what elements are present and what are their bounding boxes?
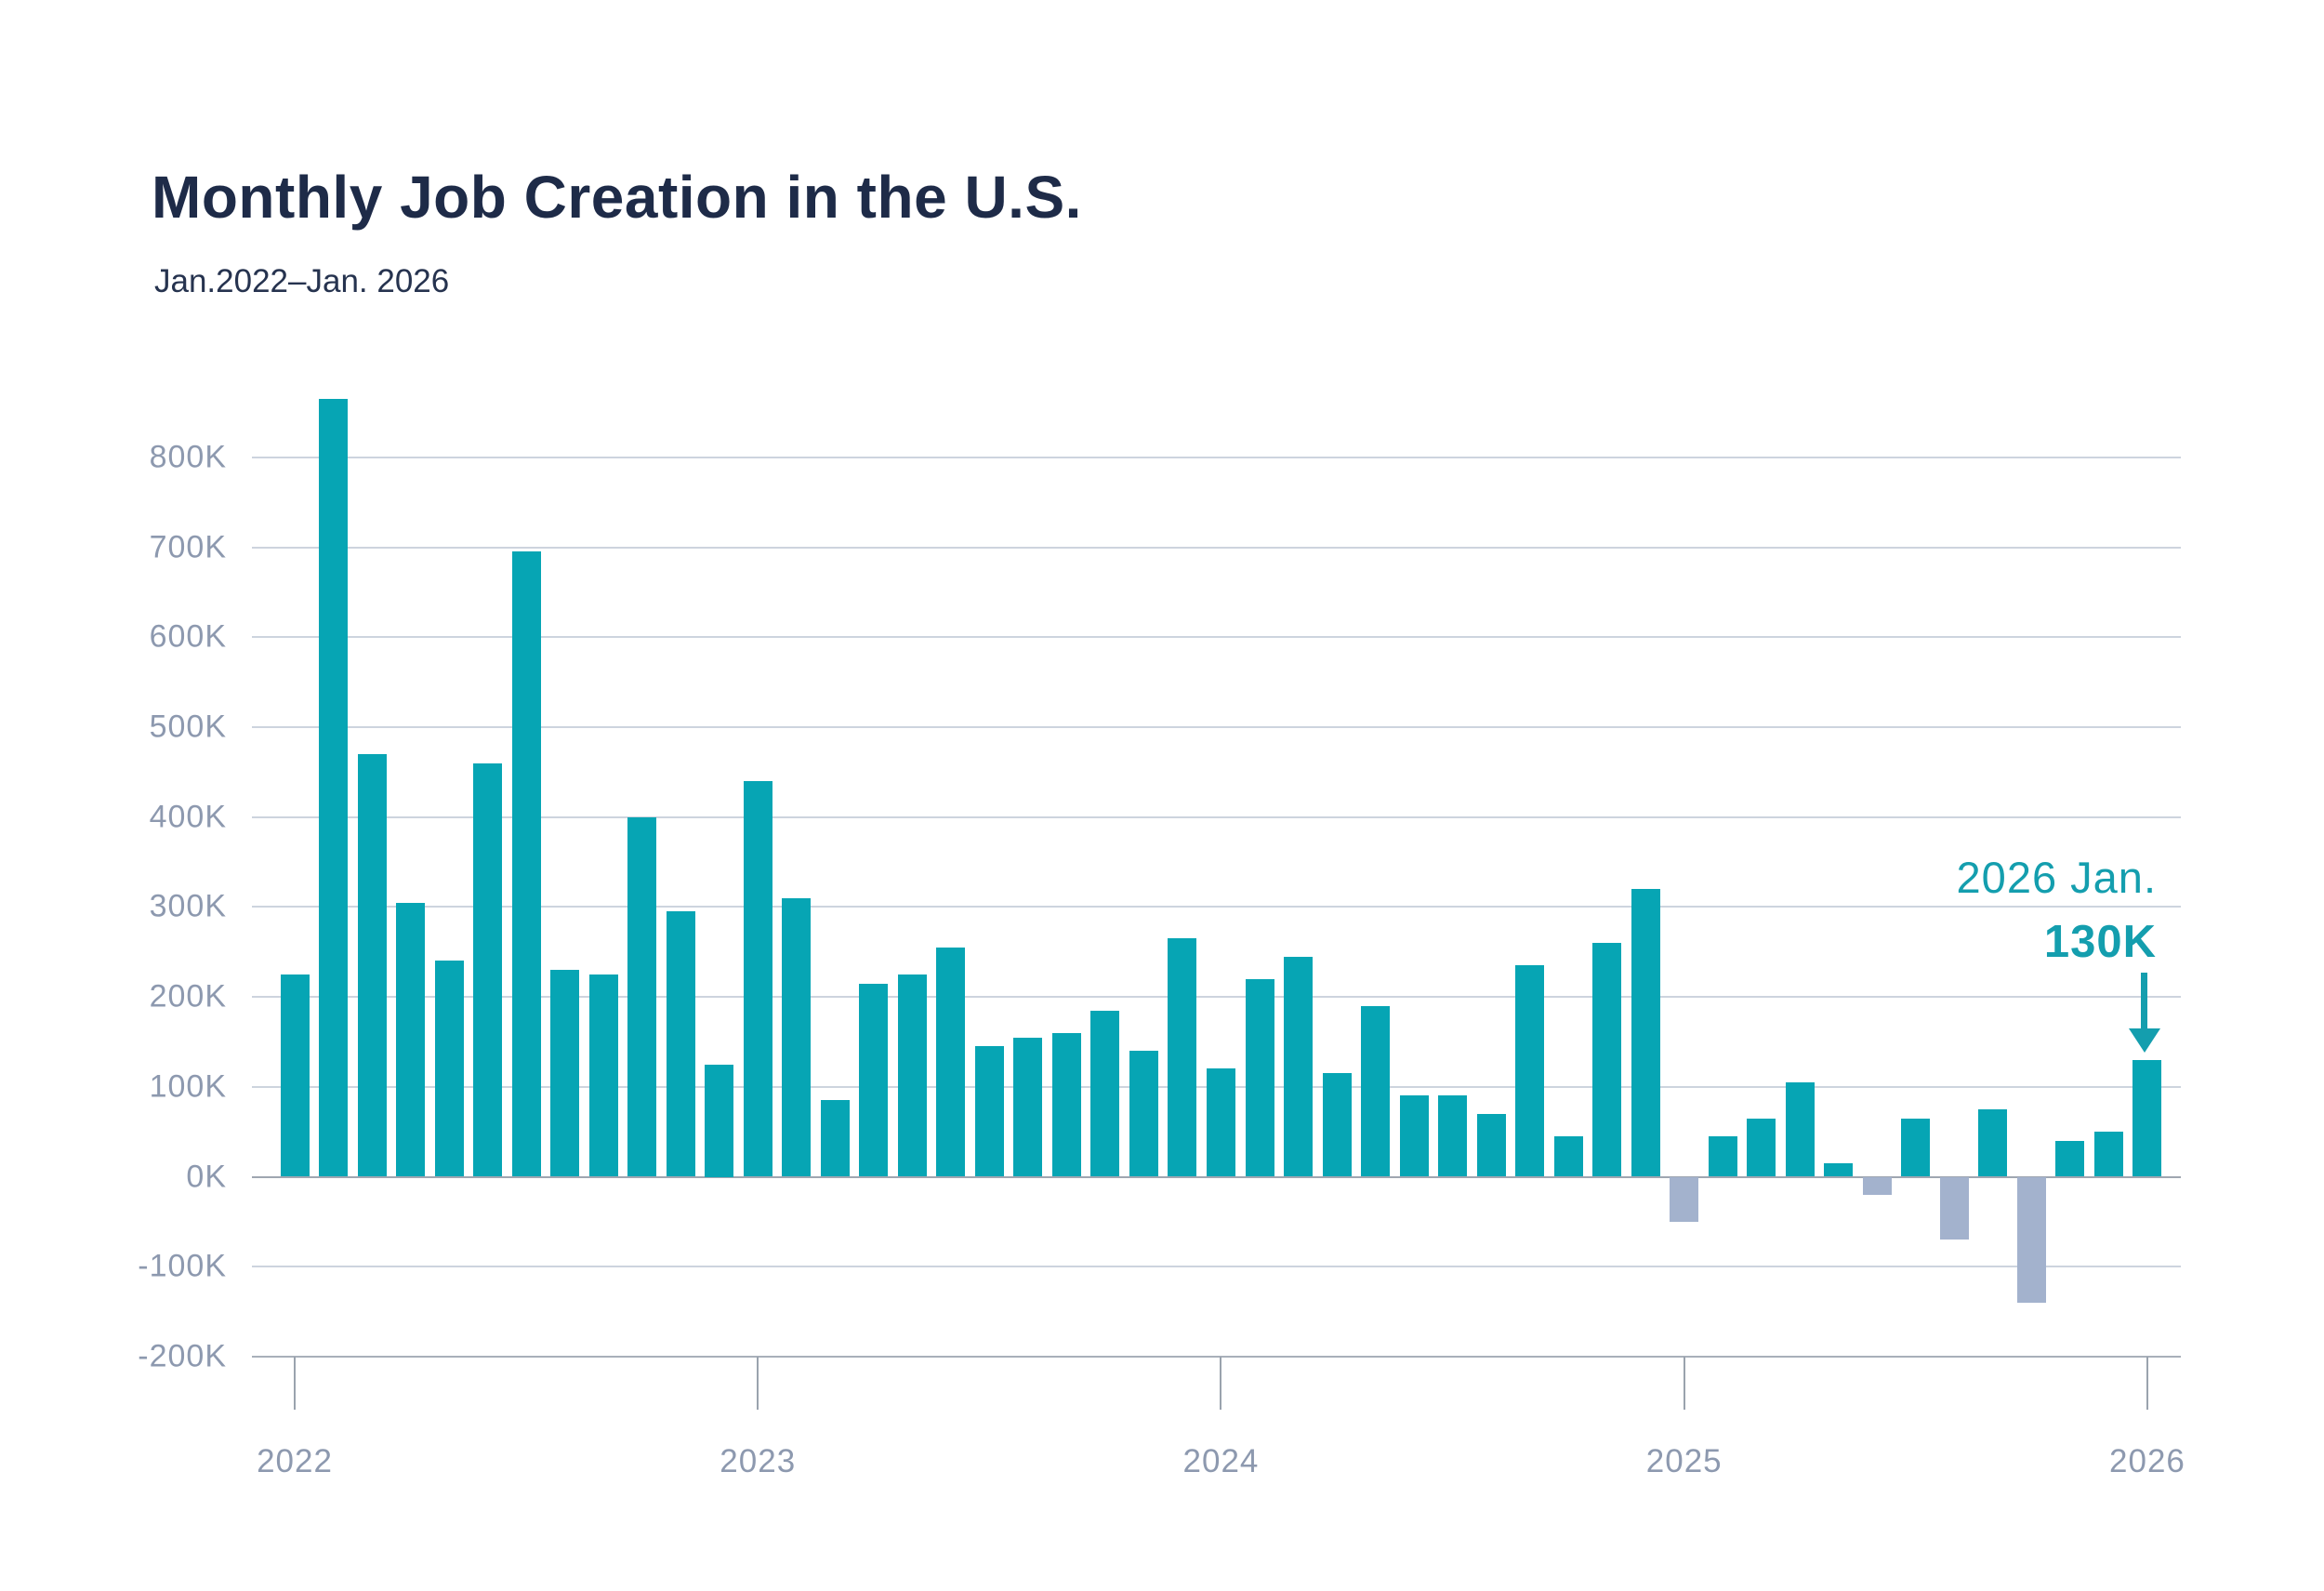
bar-dec-2025 xyxy=(2093,1132,2123,1177)
x-axis-label: 2023 xyxy=(720,1443,797,1479)
bar-nov-2024 xyxy=(1592,943,1622,1177)
bar-feb-2025 xyxy=(1708,1135,1737,1177)
down-arrow-icon xyxy=(2141,973,2147,1030)
bar-sep-2024 xyxy=(1515,965,1545,1177)
bar-mar-2025 xyxy=(1747,1118,1776,1177)
y-axis-label: 800K xyxy=(149,439,227,475)
bar-jul-2023 xyxy=(974,1046,1004,1177)
bar-jan-2022 xyxy=(280,974,310,1177)
x-axis-label: 2024 xyxy=(1182,1443,1260,1479)
x-axis-tick xyxy=(1220,1357,1222,1410)
zero-gridline xyxy=(252,1175,2181,1178)
bar-dec-2022 xyxy=(705,1064,734,1177)
bar-jun-2024 xyxy=(1399,1095,1429,1177)
y-axis-label: 100K xyxy=(149,1068,227,1105)
y-axis-label: -100K xyxy=(138,1248,227,1284)
gridline xyxy=(252,726,2181,728)
bar-may-2024 xyxy=(1361,1005,1391,1177)
gridline xyxy=(252,636,2181,639)
page-title: Monthly Job Creation in the U.S. xyxy=(152,164,1082,231)
bar-jun-2022 xyxy=(473,762,503,1177)
bar-apr-2022 xyxy=(396,902,426,1177)
bar-jan-2026 xyxy=(2133,1059,2162,1177)
bar-apr-2024 xyxy=(1322,1073,1352,1177)
y-axis-label: 200K xyxy=(149,978,227,1014)
bar-mar-2023 xyxy=(820,1100,850,1177)
bar-sep-2022 xyxy=(588,974,618,1177)
x-axis-tick xyxy=(2146,1357,2148,1410)
x-axis-label: 2026 xyxy=(2109,1443,2185,1479)
bar-aug-2022 xyxy=(550,970,580,1177)
gridline xyxy=(252,546,2181,549)
bar-oct-2023 xyxy=(1090,1010,1120,1177)
y-axis-label: 300K xyxy=(149,888,227,924)
gridline xyxy=(252,906,2181,908)
annotation-label: 2026 Jan. xyxy=(1956,853,2157,902)
bar-aug-2025 xyxy=(1939,1176,1969,1240)
x-axis-tick xyxy=(1683,1357,1685,1410)
bar-oct-2024 xyxy=(1553,1135,1583,1177)
bar-jun-2025 xyxy=(1862,1176,1892,1195)
y-axis-label: 0K xyxy=(186,1159,227,1194)
x-axis-tick xyxy=(757,1357,759,1410)
bar-feb-2023 xyxy=(782,897,812,1177)
bar-may-2025 xyxy=(1824,1162,1854,1177)
x-axis-label: 2022 xyxy=(257,1443,333,1479)
gridline xyxy=(252,1355,2181,1358)
bar-nov-2023 xyxy=(1129,1051,1158,1177)
bar-may-2022 xyxy=(434,961,464,1177)
bar-jul-2025 xyxy=(1901,1118,1931,1177)
down-arrow-icon-head xyxy=(2129,1028,2160,1053)
annotation: 2026 Jan. 130K xyxy=(1957,852,2157,968)
bar-sep-2023 xyxy=(1051,1032,1081,1177)
bar-jul-2022 xyxy=(511,551,541,1177)
bar-mar-2022 xyxy=(357,754,387,1177)
bar-feb-2024 xyxy=(1245,978,1274,1177)
gridline xyxy=(252,815,2181,818)
bar-sep-2025 xyxy=(1978,1108,2008,1177)
y-axis-label: -200K xyxy=(138,1338,227,1374)
bar-may-2023 xyxy=(897,974,927,1177)
y-axis-label: 400K xyxy=(149,799,227,835)
bar-nov-2022 xyxy=(666,911,695,1177)
bar-jul-2024 xyxy=(1438,1095,1468,1177)
page-subtitle: Jan.2022–Jan. 2026 xyxy=(154,263,450,299)
bar-nov-2025 xyxy=(2055,1140,2085,1177)
bar-jan-2024 xyxy=(1206,1068,1235,1177)
bar-jan-2025 xyxy=(1670,1176,1699,1222)
bar-dec-2023 xyxy=(1168,938,1197,1177)
annotation-value: 130K xyxy=(2043,917,2157,967)
gridline xyxy=(252,456,2181,458)
bar-mar-2024 xyxy=(1284,956,1314,1177)
bar-feb-2022 xyxy=(319,399,349,1177)
x-axis-tick xyxy=(294,1357,296,1410)
bar-jan-2023 xyxy=(743,781,772,1177)
bar-dec-2024 xyxy=(1631,889,1660,1177)
bar-oct-2022 xyxy=(627,816,657,1177)
bar-aug-2024 xyxy=(1476,1113,1506,1177)
bar-apr-2023 xyxy=(859,983,889,1177)
gridline xyxy=(252,996,2181,999)
bar-apr-2025 xyxy=(1785,1081,1815,1177)
y-axis-label: 500K xyxy=(149,709,227,745)
y-axis-label: 700K xyxy=(149,529,227,565)
gridline xyxy=(252,1266,2181,1268)
bar-oct-2025 xyxy=(2016,1176,2046,1303)
x-axis-label: 2025 xyxy=(1645,1443,1723,1479)
bar-jun-2023 xyxy=(936,947,966,1177)
bar-aug-2023 xyxy=(1013,1037,1043,1177)
y-axis-label: 600K xyxy=(149,618,227,655)
